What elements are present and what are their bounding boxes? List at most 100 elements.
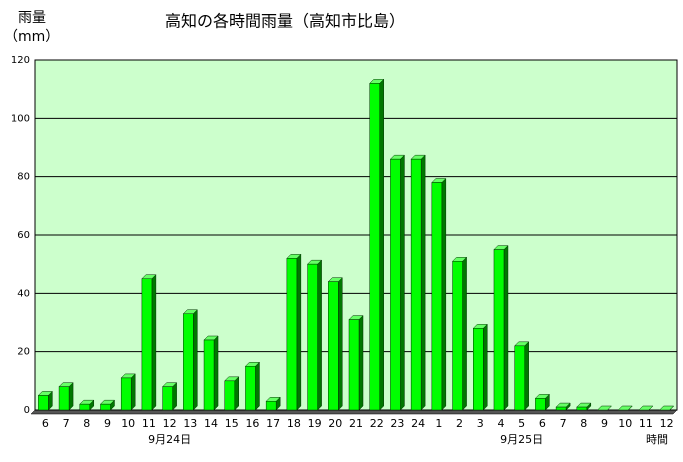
bar xyxy=(493,244,509,411)
bar xyxy=(306,259,323,411)
bar-front xyxy=(410,158,422,411)
chart-title: 高知の各時間雨量（高知市比島） xyxy=(165,12,405,31)
x-tick-label: 14 xyxy=(204,417,218,430)
bar-side xyxy=(130,373,136,411)
bar xyxy=(79,399,95,411)
floor xyxy=(30,409,678,415)
bar xyxy=(348,314,364,411)
bar-front xyxy=(431,182,443,411)
x-tick-label: 6 xyxy=(539,417,546,430)
x-axis-unit: 時間 xyxy=(646,433,668,446)
bar xyxy=(576,402,592,411)
bar-side xyxy=(193,309,198,411)
bar-front xyxy=(493,249,505,411)
bar xyxy=(410,154,426,411)
bar-side xyxy=(151,274,157,411)
x-tick-label: 2 xyxy=(456,417,463,430)
bar xyxy=(286,253,302,411)
bar-front xyxy=(224,380,235,411)
y-tick-label: 20 xyxy=(17,347,30,358)
bar xyxy=(182,309,198,411)
bar xyxy=(327,277,343,411)
bar-side xyxy=(338,277,343,411)
bar-top xyxy=(638,405,654,411)
x-tick-label: 15 xyxy=(225,417,239,430)
x-tick-label: 16 xyxy=(245,417,259,430)
x-tick-label: 12 xyxy=(660,417,674,430)
bar-side xyxy=(172,382,177,411)
x-tick-label: 19 xyxy=(308,417,322,430)
bar xyxy=(596,405,613,411)
x-group-label: 9月25日 xyxy=(500,433,543,446)
bar-side xyxy=(400,154,405,411)
bar-front xyxy=(328,281,339,411)
bar-front xyxy=(141,278,153,411)
x-tick-label: 13 xyxy=(183,417,197,430)
bar xyxy=(99,399,116,411)
x-tick-label: 20 xyxy=(328,417,342,430)
bar xyxy=(555,402,571,411)
bar-side xyxy=(317,259,322,411)
y-tick-label: 80 xyxy=(17,172,30,183)
bar-side xyxy=(234,376,239,411)
y-axis-unit: （mm） xyxy=(4,29,59,45)
bar-side xyxy=(420,154,426,411)
bar xyxy=(659,405,675,411)
y-tick-label: 40 xyxy=(17,288,30,299)
x-tick-label: 9 xyxy=(104,417,111,430)
bar-side xyxy=(379,78,384,411)
bar-front xyxy=(576,406,588,411)
x-tick-label: 21 xyxy=(349,417,363,430)
bar xyxy=(431,177,447,411)
bar xyxy=(617,405,633,411)
bar xyxy=(203,335,219,411)
bar-front xyxy=(473,328,484,411)
bar-side xyxy=(483,323,488,411)
x-tick-label: 12 xyxy=(163,417,177,430)
bar xyxy=(224,376,240,411)
x-tick-label: 10 xyxy=(121,417,135,430)
bar-top xyxy=(596,405,613,411)
bar-side xyxy=(296,253,302,411)
y-tick-label: 0 xyxy=(24,405,30,416)
y-tick-label: 120 xyxy=(11,55,30,66)
bar xyxy=(534,393,550,411)
bar-front xyxy=(514,345,525,411)
bar-front xyxy=(307,263,318,411)
bar-top xyxy=(659,405,675,411)
y-tick-label: 100 xyxy=(11,113,30,124)
x-tick-label: 11 xyxy=(142,417,156,430)
y-tick-label: 60 xyxy=(17,230,30,241)
bar xyxy=(37,390,53,411)
bar xyxy=(514,341,530,411)
x-tick-label: 6 xyxy=(42,417,49,430)
x-tick-label: 8 xyxy=(580,417,587,430)
y-axis-label: 雨量 xyxy=(18,10,46,26)
bar-front xyxy=(183,313,194,411)
bar xyxy=(638,405,654,411)
x-tick-label: 5 xyxy=(518,417,525,430)
bar-front xyxy=(348,319,360,411)
x-tick-label: 7 xyxy=(560,417,567,430)
x-tick-label: 8 xyxy=(83,417,90,430)
bar-side xyxy=(524,341,529,411)
bar-front xyxy=(120,377,132,411)
x-tick-label: 22 xyxy=(370,417,384,430)
bar-top xyxy=(617,405,633,411)
bar-front xyxy=(369,83,380,411)
bar xyxy=(389,154,406,411)
bar xyxy=(58,382,74,411)
bar xyxy=(120,373,136,411)
bar-front xyxy=(58,386,70,411)
bar xyxy=(369,78,385,411)
x-tick-label: 17 xyxy=(266,417,280,430)
bar-front xyxy=(265,401,277,411)
bar-front xyxy=(100,403,111,411)
x-tick-label: 18 xyxy=(287,417,301,430)
bar-side xyxy=(68,382,74,411)
bar-side xyxy=(462,256,467,411)
bar xyxy=(265,396,281,411)
bar-side xyxy=(503,244,509,411)
bar-front xyxy=(286,258,298,411)
